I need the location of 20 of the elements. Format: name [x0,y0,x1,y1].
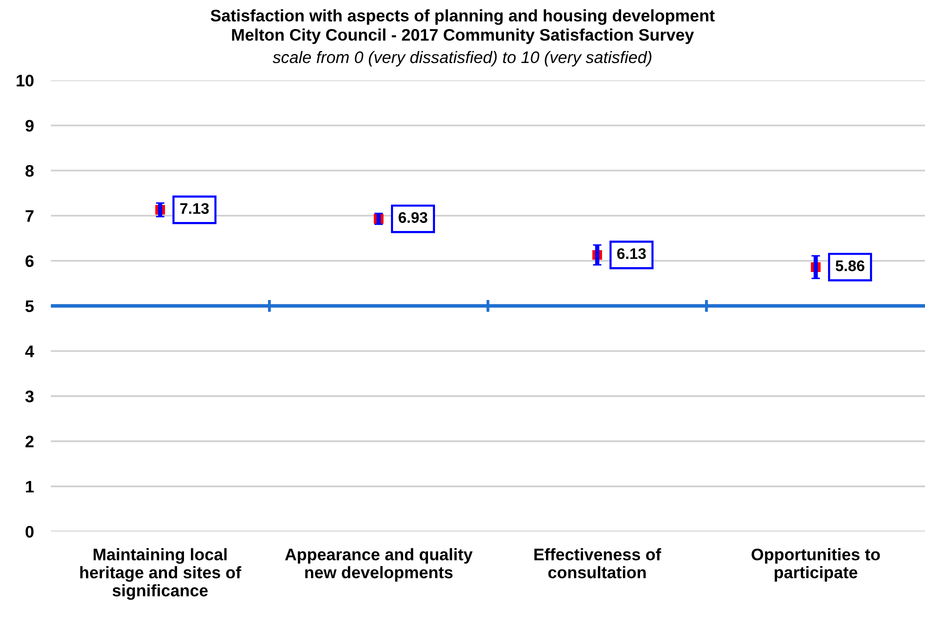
data-label: 5.86 [836,260,864,272]
y-tick-label: 5 [25,300,34,312]
x-tick-label: Effectiveness of consultation [534,548,662,578]
data-label: 6.93 [398,212,428,223]
y-tick-label: 4 [25,346,34,358]
y-tick-label: 1 [26,480,34,492]
chart-subtitle: scale from 0 (very dissatisfied) to 10 (very satisfied) [272,50,652,66]
data-label: 6.13 [617,248,646,260]
y-tick-label: 6 [26,255,34,267]
y-tick-label: 0 [26,526,34,538]
y-tick-label: 3 [25,390,34,402]
x-tick-label: Maintaining local heritage and sites of significance [80,548,242,600]
y-tick-label: 7 [26,210,34,222]
y-tick-label: 2 [26,436,34,448]
data-label: 7.13 [180,203,209,214]
y-tick-label: 10 [16,74,34,87]
x-tick-label: Appearance and quality new developments [285,548,473,582]
y-tick-label: 9 [26,120,34,132]
y-tick-label: 8 [25,164,34,177]
x-tick-label: Opportunities to participate [752,548,880,582]
